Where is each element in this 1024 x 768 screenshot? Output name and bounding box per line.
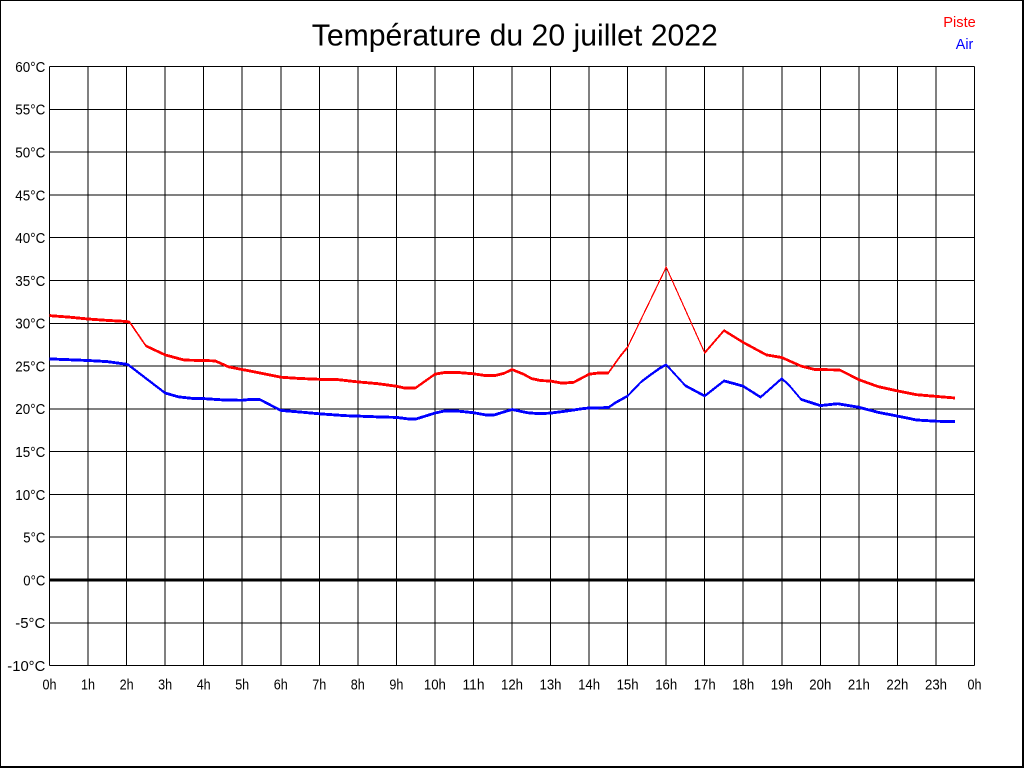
svg-text:40°C: 40°C (15, 230, 45, 247)
svg-text:14h: 14h (578, 677, 600, 694)
svg-text:21h: 21h (848, 677, 870, 694)
svg-text:Piste: Piste (943, 14, 976, 31)
svg-text:4h: 4h (197, 677, 211, 694)
svg-text:15°C: 15°C (15, 444, 45, 461)
svg-text:20°C: 20°C (15, 401, 45, 418)
svg-text:3h: 3h (158, 677, 172, 694)
svg-text:Température du 20 juillet 2022: Température du 20 juillet 2022 (312, 19, 718, 52)
svg-text:15h: 15h (617, 677, 639, 694)
svg-text:22h: 22h (886, 677, 908, 694)
svg-text:Air: Air (956, 36, 974, 53)
svg-text:19h: 19h (771, 677, 793, 694)
svg-text:12h: 12h (501, 677, 523, 694)
svg-text:5°C: 5°C (23, 530, 45, 547)
svg-text:7h: 7h (312, 677, 326, 694)
svg-text:10°C: 10°C (15, 487, 45, 504)
svg-text:-10°C: -10°C (7, 658, 45, 675)
svg-text:25°C: 25°C (15, 359, 45, 376)
svg-text:5h: 5h (235, 677, 249, 694)
svg-text:13h: 13h (540, 677, 562, 694)
svg-text:55°C: 55°C (15, 102, 45, 119)
svg-text:35°C: 35°C (15, 273, 45, 290)
svg-text:16h: 16h (655, 677, 677, 694)
svg-text:9h: 9h (389, 677, 403, 694)
svg-text:20h: 20h (809, 677, 831, 694)
svg-text:8h: 8h (351, 677, 365, 694)
svg-text:18h: 18h (732, 677, 754, 694)
svg-text:60°C: 60°C (15, 59, 45, 76)
svg-text:2h: 2h (120, 677, 134, 694)
svg-text:1h: 1h (81, 677, 95, 694)
svg-text:6h: 6h (274, 677, 288, 694)
svg-text:30°C: 30°C (15, 316, 45, 333)
svg-text:0°C: 0°C (23, 572, 45, 589)
svg-text:50°C: 50°C (15, 145, 45, 162)
svg-text:0h: 0h (43, 677, 57, 694)
svg-text:17h: 17h (694, 677, 716, 694)
svg-text:10h: 10h (424, 677, 446, 694)
svg-text:45°C: 45°C (15, 187, 45, 204)
svg-text:-5°C: -5°C (15, 615, 45, 632)
svg-text:11h: 11h (463, 677, 485, 694)
svg-text:23h: 23h (925, 677, 947, 694)
svg-text:0h: 0h (968, 677, 982, 694)
